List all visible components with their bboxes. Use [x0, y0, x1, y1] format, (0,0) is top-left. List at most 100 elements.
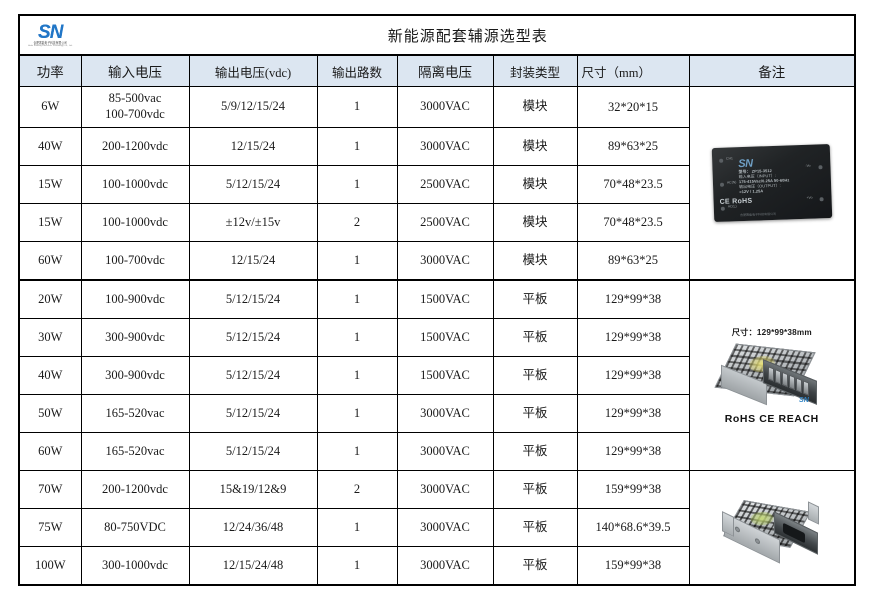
cell-output-voltage: 5/12/15/24 — [188, 318, 318, 357]
psu-terminal-icon — [795, 377, 802, 393]
table-row: 40W 300-900vdc 5/12/15/24 1 1500VAC 平板 1… — [18, 356, 855, 395]
cell-input-voltage: 100-1000vdc — [80, 165, 190, 204]
cell-package: 模块 — [492, 127, 578, 166]
cell-size: 129*99*38 — [576, 279, 690, 319]
cell-isolation: 2500VAC — [396, 165, 494, 204]
cell-size: 129*99*38 — [576, 356, 690, 395]
module-label-block: SN 型号： ZP15-3512 输入电压（INPUT）: 175-415Vac… — [738, 157, 790, 194]
cell-channels: 1 — [316, 546, 398, 586]
column-header-dimensions: 尺寸（mm） — [576, 54, 690, 87]
table-row: 100W 300-1000vdc 12/15/24/48 1 3000VAC 平… — [18, 546, 855, 586]
module-company-name: 合肥赛能电子科技有限公司 — [739, 211, 776, 218]
cell-output-voltage: 5/9/12/15/24 — [188, 86, 318, 128]
cell-channels: 1 — [316, 165, 398, 204]
cell-isolation: 3000VAC — [396, 86, 494, 128]
cell-size: 70*48*23.5 — [576, 165, 690, 204]
cell-size: 159*99*38 — [576, 546, 690, 586]
table-row: 20W 100-900vdc 5/12/15/24 1 1500VAC 平板 1… — [18, 279, 856, 471]
cell-input-voltage: 165-520vac — [80, 394, 190, 433]
cell-size: 89*63*25 — [576, 127, 690, 166]
module-output-value: =12V / 1.25A — [738, 187, 764, 194]
cell-isolation: 3000VAC — [396, 508, 494, 547]
column-header-isolation-voltage: 隔离电压 — [396, 54, 494, 87]
cell-package: 平板 — [492, 432, 578, 471]
cell-package: 模块 — [492, 86, 578, 128]
cell-channels: 2 — [316, 203, 398, 242]
cell-input-voltage: 165-520vac — [80, 432, 190, 471]
pin-dot-icon — [719, 182, 724, 187]
cell-size: 129*99*38 — [576, 394, 690, 433]
cell-package: 模块 — [492, 241, 578, 281]
pin-label-vo-neg: -Vo — [805, 163, 811, 168]
title-row: SN 合肥赛能电子科技有限公司 Hefei Saineng Electronic… — [18, 14, 856, 56]
cell-size: 70*48*23.5 — [576, 203, 690, 242]
column-header-power: 功率 — [18, 54, 82, 87]
cell-channels: 2 — [316, 470, 398, 509]
column-header-package-type: 封装类型 — [492, 54, 578, 87]
cell-isolation: 1500VAC — [396, 279, 494, 319]
cell-input-voltage: 300-900vdc — [80, 318, 190, 357]
cell-package: 平板 — [492, 508, 578, 547]
table-row: 6W 85-500vac 100-700vdc 5/9/12/15/24 1 3… — [18, 86, 856, 281]
cell-output-voltage: 5/12/15/24 — [188, 165, 318, 204]
column-header-output-channels: 输出路数 — [316, 54, 398, 87]
cell-package: 平板 — [492, 279, 578, 319]
remark-cell-module: CH1 AC(N) AC(L) -Vo +Vo SN 型号： ZP15-3512… — [688, 86, 856, 281]
pin-dot-icon — [718, 158, 724, 163]
column-header-input-voltage: 输入电压 — [80, 54, 190, 87]
logo-subtitle-cn: 合肥赛能电子科技有限公司 — [33, 40, 68, 45]
cell-output-voltage: 12/15/24 — [188, 241, 318, 281]
table-row: 70W 200-1200vdc 15&19/12&9 2 3000VAC 平板 … — [18, 470, 856, 586]
cell-input-voltage: 100-700vdc — [80, 241, 190, 281]
cell-isolation: 1500VAC — [396, 356, 494, 395]
cell-isolation: 3000VAC — [396, 241, 494, 281]
spec-sheet: SN 合肥赛能电子科技有限公司 Hefei Saineng Electronic… — [18, 14, 857, 592]
table-row: 15W 100-1000vdc 5/12/15/24 1 2500VAC 模块 … — [18, 165, 855, 204]
cell-input-voltage: 100-900vdc — [80, 279, 190, 319]
mounting-bracket — [807, 500, 819, 525]
cell-channels: 1 — [316, 86, 398, 128]
cell-package: 平板 — [492, 470, 578, 509]
cell-power: 70W — [18, 470, 82, 509]
cell-output-voltage: 12/15/24/48 — [188, 546, 318, 586]
module-photo-wrapper: CH1 AC(N) AC(L) -Vo +Vo SN 型号： ZP15-3512… — [690, 87, 855, 279]
screw-icon — [734, 525, 740, 533]
flat-panel-product-photo: SN — [714, 343, 825, 406]
cell-input-voltage: 80-750VDC — [80, 508, 190, 547]
company-logo-cell: SN 合肥赛能电子科技有限公司 Hefei Saineng Electronic… — [18, 14, 82, 56]
cell-output-voltage: 5/12/15/24 — [188, 356, 318, 395]
flat-panel-photo-wrapper: 尺寸：129*99*38mm — [690, 281, 855, 470]
cell-input-voltage: 300-1000vdc — [80, 546, 190, 586]
cell-package: 模块 — [492, 203, 578, 242]
cell-power: 50W — [18, 394, 82, 433]
flat-panel-size-caption: 尺寸：129*99*38mm — [731, 328, 812, 337]
table-header-row: 功率 输入电压 输出电压(vdc) 输出路数 隔离电压 封装类型 尺寸（mm） … — [18, 54, 856, 87]
cell-power: 20W — [18, 279, 82, 319]
psu-terminal-icon — [788, 374, 795, 391]
cell-package: 平板 — [492, 356, 578, 395]
cell-package: 平板 — [492, 394, 578, 433]
pin-dot-icon — [818, 165, 823, 170]
module-cert-marks-icon: CE RoHS — [719, 197, 753, 206]
cell-isolation: 3000VAC — [396, 127, 494, 166]
cell-output-voltage: 15&19/12&9 — [188, 470, 318, 509]
cell-size: 32*20*15 — [576, 86, 690, 128]
cell-power: 60W — [18, 432, 82, 471]
cell-isolation: 3000VAC — [396, 546, 494, 586]
cell-isolation: 1500VAC — [396, 318, 494, 357]
cell-input-voltage-line1: 85-500vac — [108, 91, 162, 106]
cell-power: 75W — [18, 508, 82, 547]
remark-cell-flat-panel: 尺寸：129*99*38mm — [688, 279, 856, 471]
cell-channels: 1 — [316, 318, 398, 357]
cell-output-voltage: 12/24/36/48 — [188, 508, 318, 547]
cell-channels: 1 — [316, 279, 398, 319]
cell-input-voltage: 200-1200vdc — [80, 127, 190, 166]
cell-power: 15W — [18, 165, 82, 204]
slim-product-photo — [716, 492, 828, 564]
cell-package: 平板 — [492, 546, 578, 586]
cell-input-voltage: 300-900vdc — [80, 356, 190, 395]
cell-output-voltage: 5/12/15/24 — [188, 279, 318, 319]
cell-channels: 1 — [316, 432, 398, 471]
slim-photo-wrapper — [690, 471, 855, 584]
table-row: 15W 100-1000vdc ±12v/±15v 2 2500VAC 模块 7… — [18, 203, 855, 242]
